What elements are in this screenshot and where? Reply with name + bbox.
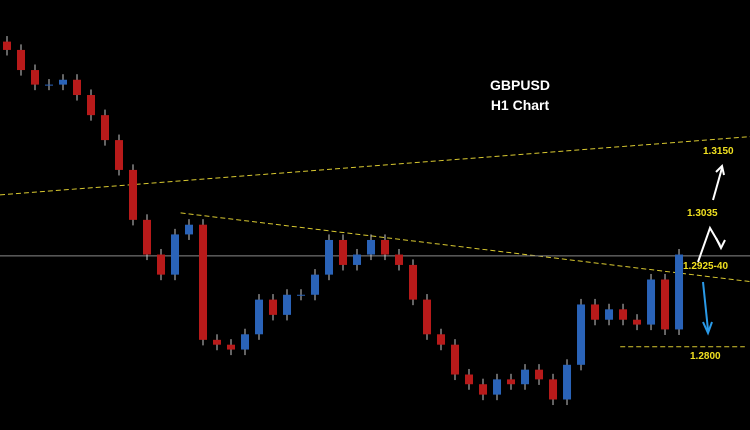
candle-body — [17, 49, 26, 71]
candle-body — [227, 344, 236, 350]
candle-body — [451, 344, 460, 375]
candle-body — [185, 224, 194, 235]
candle-body — [157, 254, 166, 275]
candle-body — [213, 339, 222, 345]
candle-body — [143, 219, 152, 255]
candle-body — [675, 254, 684, 330]
candle-body — [437, 334, 446, 345]
candle-body — [395, 254, 404, 265]
candle-body — [563, 364, 572, 400]
candle-body — [591, 304, 600, 320]
candle-body — [381, 239, 390, 255]
chart-subtitle: H1 Chart — [491, 97, 550, 113]
candle-body — [241, 334, 250, 350]
candle-body — [507, 379, 516, 385]
candle-body — [409, 264, 418, 300]
candle-body — [493, 379, 502, 395]
candle-body — [353, 254, 362, 265]
candle-body — [269, 299, 278, 315]
arrows — [697, 164, 726, 336]
level-label: 1.2800 — [690, 351, 721, 362]
candle-body — [115, 140, 124, 170]
candle-body — [633, 319, 642, 325]
candle-body — [339, 239, 348, 265]
chart-title: GBPUSD — [490, 77, 550, 93]
candle-body — [647, 279, 656, 325]
trendline — [180, 212, 750, 283]
level-label: 1.3150 — [703, 146, 734, 157]
candle-body — [549, 379, 558, 400]
candle-body — [73, 79, 82, 96]
candle-body — [577, 304, 586, 365]
candles — [3, 36, 684, 406]
trendline — [0, 136, 750, 196]
candle-body — [311, 274, 320, 295]
candle-body — [255, 299, 264, 335]
candle-body — [297, 294, 306, 296]
candle-body — [661, 279, 670, 330]
candle-body — [283, 294, 292, 315]
level-label: 1.2925-40 — [683, 261, 728, 272]
candle-body — [423, 299, 432, 335]
candle-body — [101, 115, 110, 141]
candle-body — [59, 79, 68, 85]
candle-body — [3, 41, 12, 50]
candle-body — [619, 309, 628, 320]
candle-body — [535, 369, 544, 380]
candle-body — [45, 84, 54, 86]
candle-body — [325, 239, 334, 275]
candle-body — [479, 384, 488, 395]
candle-body — [31, 70, 40, 85]
candle-body — [521, 369, 530, 385]
candle-body — [465, 374, 474, 385]
candle-body — [367, 239, 376, 255]
candle-body — [171, 234, 180, 275]
candle-body — [605, 309, 614, 320]
candle-body — [199, 224, 208, 340]
candle-body — [87, 95, 96, 116]
candle-body — [129, 169, 138, 220]
trendlines — [0, 136, 750, 348]
level-label: 1.3035 — [687, 208, 718, 219]
